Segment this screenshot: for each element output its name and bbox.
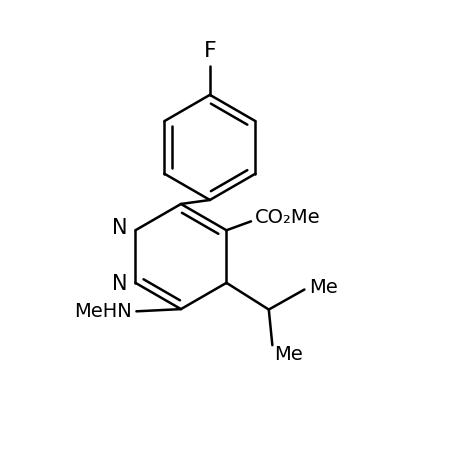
Text: F: F (203, 41, 216, 61)
Text: N: N (112, 274, 128, 294)
Text: N: N (112, 219, 128, 238)
Text: MeHN: MeHN (74, 302, 132, 321)
Text: Me: Me (274, 345, 303, 364)
Text: CO₂Me: CO₂Me (254, 208, 320, 228)
Text: Me: Me (309, 278, 338, 297)
